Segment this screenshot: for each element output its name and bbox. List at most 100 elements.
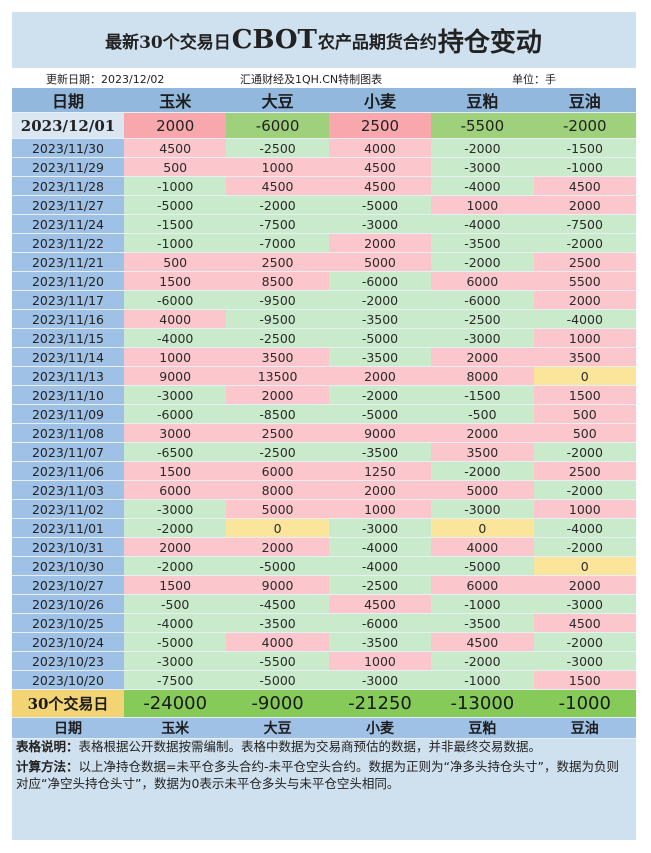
row-value: -4000 — [431, 214, 534, 234]
row-date: 2023/11/16 — [12, 309, 124, 329]
table-row: 2023/10/25 -4000 -3500 -6000 -3500 4500 — [12, 613, 636, 633]
table-row: 2023/11/17 -6000 -9500 -2000 -6000 2000 — [12, 290, 636, 310]
row-value: 0 — [226, 518, 329, 538]
row-value: 6000 — [226, 461, 329, 481]
row-value: -5000 — [328, 195, 432, 215]
row-value: 500 — [533, 404, 636, 424]
row-date: 2023/11/27 — [12, 195, 124, 215]
row-value: -4000 — [328, 537, 432, 557]
latest-value: -5500 — [431, 112, 534, 139]
row-value: 1250 — [328, 461, 432, 481]
table-row: 2023/11/28 -1000 4500 4500 -4000 4500 — [12, 176, 636, 196]
row-value: -4000 — [124, 328, 227, 348]
row-value: 2000 — [533, 195, 636, 215]
table-row: 2023/11/03 6000 8000 2000 5000 -2000 — [12, 480, 636, 500]
row-value: 4500 — [533, 176, 636, 196]
footer-date: 日期 — [12, 717, 124, 739]
row-value: -3500 — [431, 613, 534, 633]
row-value: -2000 — [533, 233, 636, 253]
row-value: -5000 — [226, 670, 329, 690]
row-value: -4500 — [226, 594, 329, 614]
row-date: 2023/11/28 — [12, 176, 124, 196]
row-date: 2023/11/09 — [12, 404, 124, 424]
table-row: 2023/11/07 -6500 -2500 -3500 3500 -2000 — [12, 442, 636, 462]
row-value: 1000 — [533, 328, 636, 348]
row-date: 2023/11/17 — [12, 290, 124, 310]
title-part-days: 最新30个交易日 — [105, 32, 231, 53]
footer-soybean: 大豆 — [226, 717, 329, 739]
row-value: 4500 — [533, 613, 636, 633]
row-value: -500 — [431, 404, 534, 424]
row-value: -9500 — [226, 290, 329, 310]
row-value: 0 — [431, 518, 534, 538]
header-soymeal: 豆粕 — [431, 88, 534, 113]
row-value: -7500 — [226, 214, 329, 234]
row-value: 1500 — [124, 271, 227, 291]
row-value: -6000 — [328, 271, 432, 291]
total-value: -1000 — [533, 689, 636, 718]
note-text-method: 以上净持仓数据=未平仓多头合约-未平仓空头合约。数据为正则为“净多头持仓头寸”，… — [16, 759, 619, 791]
row-value: 500 — [533, 423, 636, 443]
row-value: -4000 — [533, 518, 636, 538]
row-value: -3000 — [124, 385, 227, 405]
row-value: 2000 — [328, 366, 432, 386]
total-value: -13000 — [431, 689, 534, 718]
row-value: 4000 — [328, 138, 432, 158]
row-value: 1000 — [328, 651, 432, 671]
row-value: -1500 — [533, 138, 636, 158]
row-value: -1000 — [533, 157, 636, 177]
row-value: 2500 — [226, 252, 329, 272]
row-value: -2000 — [328, 385, 432, 405]
row-value: -1000 — [124, 233, 227, 253]
row-value: -2500 — [328, 575, 432, 595]
row-date: 2023/11/15 — [12, 328, 124, 348]
row-value: -6000 — [328, 613, 432, 633]
note-table-description: 表格说明：表格根据公开数据按需编制。表格中数据为交易商预估的数据，并非最终交易数… — [16, 738, 630, 755]
row-value: -3000 — [431, 157, 534, 177]
row-value: -5000 — [226, 556, 329, 576]
row-value: 6000 — [431, 271, 534, 291]
footer-corn: 玉米 — [124, 717, 227, 739]
note-calculation-method: 计算方法：以上净持仓数据=未平仓多头合约-未平仓空头合约。数据为正则为“净多头持… — [16, 758, 630, 792]
table-row: 2023/10/24 -5000 4000 -3500 4500 -2000 — [12, 632, 636, 652]
row-value: 1000 — [533, 499, 636, 519]
row-value: 4500 — [328, 176, 432, 196]
row-date: 2023/11/22 — [12, 233, 124, 253]
row-value: -2500 — [226, 328, 329, 348]
footer-soyoil: 豆油 — [533, 717, 636, 739]
row-value: -3000 — [328, 670, 432, 690]
header-soyoil: 豆油 — [533, 88, 636, 113]
row-value: 2000 — [328, 233, 432, 253]
row-value: -5000 — [124, 195, 227, 215]
row-value: 3500 — [226, 347, 329, 367]
row-value: -2000 — [124, 556, 227, 576]
table-row: 2023/11/01 -2000 0 -3000 0 -4000 — [12, 518, 636, 538]
row-date: 2023/11/20 — [12, 271, 124, 291]
row-date: 2023/11/02 — [12, 499, 124, 519]
row-value: 1500 — [533, 385, 636, 405]
row-value: 4500 — [431, 632, 534, 652]
table-row: 2023/11/21 500 2500 5000 -2000 2500 — [12, 252, 636, 272]
table-row: 2023/10/23 -3000 -5500 1000 -2000 -3000 — [12, 651, 636, 671]
row-value: -4000 — [431, 176, 534, 196]
row-date: 2023/11/08 — [12, 423, 124, 443]
row-value: -2000 — [533, 632, 636, 652]
header-corn: 玉米 — [124, 88, 227, 113]
row-value: 3000 — [124, 423, 227, 443]
row-value: -3500 — [328, 442, 432, 462]
row-value: -6500 — [124, 442, 227, 462]
row-value: 2500 — [533, 461, 636, 481]
page-title: 最新30个交易日 CBOT 农产品期货合约 持仓变动 — [12, 12, 636, 68]
row-date: 2023/10/26 — [12, 594, 124, 614]
row-value: 0 — [533, 556, 636, 576]
report-frame: 最新30个交易日 CBOT 农产品期货合约 持仓变动 更新日期：2023/12/… — [12, 12, 636, 840]
latest-row: 2023/12/01 2000 -6000 2500 -5500 -2000 — [12, 112, 636, 139]
row-date: 2023/11/06 — [12, 461, 124, 481]
update-date: 更新日期：2023/12/02 — [46, 73, 165, 86]
row-value: -3000 — [328, 214, 432, 234]
row-value: -4000 — [328, 556, 432, 576]
header-date: 日期 — [12, 88, 124, 113]
row-value: 4000 — [431, 537, 534, 557]
row-value: -1000 — [431, 670, 534, 690]
row-value: -2000 — [431, 138, 534, 158]
